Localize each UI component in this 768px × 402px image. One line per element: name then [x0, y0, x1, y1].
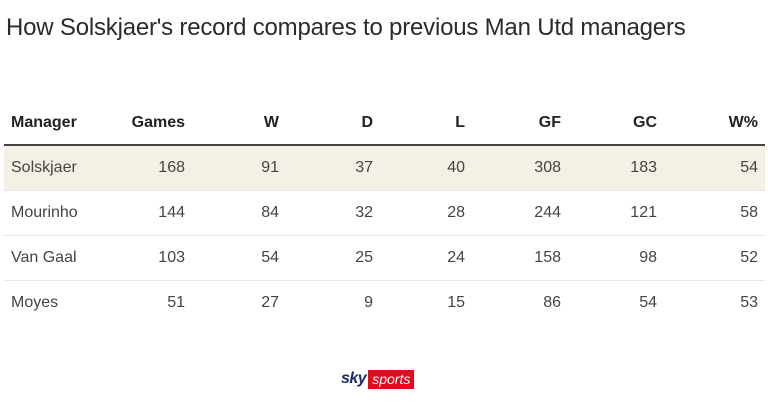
- cell-draws: 37: [286, 145, 380, 191]
- cell-win-percent: 58: [664, 190, 765, 236]
- manager-record-table: Manager Games W D L GF GC W% Solskjaer 1…: [4, 102, 765, 325]
- cell-goals-conceded: 183: [568, 145, 664, 191]
- cell-manager: Van Gaal: [4, 235, 100, 281]
- cell-games: 103: [100, 235, 192, 281]
- cell-goals-conceded: 121: [568, 190, 664, 236]
- cell-losses: 15: [447, 294, 465, 311]
- header-manager: Manager: [4, 102, 100, 146]
- cell-goals-for: 158: [472, 235, 568, 281]
- cell-losses: 28: [380, 190, 472, 236]
- table-row: Van Gaal 103 54 25 24 158 98 52: [4, 235, 765, 281]
- cell-losses: 40: [380, 145, 472, 191]
- cell-draws: 32: [286, 190, 380, 236]
- logo-sports-text: sports: [368, 369, 415, 389]
- table-row: Mourinho 144 84 32 28 244 121 58: [4, 190, 765, 236]
- header-goals-conceded: GC: [568, 102, 664, 146]
- cell-goals-conceded: 54: [639, 294, 657, 311]
- table-row: Solskjaer 168 91 37 40 308 183 54: [4, 145, 765, 191]
- cell-wins: 27: [261, 294, 279, 311]
- cell-games: 51: [167, 294, 185, 311]
- page-title: How Solskjaer's record compares to previ…: [6, 14, 686, 41]
- cell-win-percent: 54: [664, 145, 765, 191]
- cell-goals-for: 86: [543, 294, 561, 311]
- cell-win-percent: 52: [664, 235, 765, 281]
- cell-win-percent: 53: [740, 294, 758, 311]
- cell-manager: Moyes: [11, 294, 59, 311]
- cell-draws: 25: [286, 235, 380, 281]
- header-wins: W: [192, 102, 286, 146]
- cell-wins: 91: [192, 145, 286, 191]
- header-draws: D: [286, 102, 380, 146]
- cell-wins: 54: [192, 235, 286, 281]
- table-row: Moyes 51 27 9 15 86 54 53: [4, 281, 765, 326]
- cell-games: 144: [100, 190, 192, 236]
- header-games: Games: [100, 102, 192, 146]
- sky-sports-logo: sky sports: [341, 369, 415, 389]
- cell-draws: 9: [364, 294, 373, 311]
- logo-sky-text: sky: [341, 370, 367, 387]
- cell-goals-for: 308: [472, 145, 568, 191]
- table-header-row: Manager Games W D L GF GC W%: [4, 102, 765, 146]
- cell-manager: Solskjaer: [4, 145, 100, 191]
- cell-games: 168: [100, 145, 192, 191]
- header-losses: L: [380, 102, 472, 146]
- cell-manager: Mourinho: [4, 190, 100, 236]
- cell-goals-for: 244: [472, 190, 568, 236]
- header-win-percent: W%: [664, 102, 765, 146]
- cell-losses: 24: [380, 235, 472, 281]
- header-goals-for: GF: [472, 102, 568, 146]
- cell-goals-conceded: 98: [568, 235, 664, 281]
- cell-wins: 84: [192, 190, 286, 236]
